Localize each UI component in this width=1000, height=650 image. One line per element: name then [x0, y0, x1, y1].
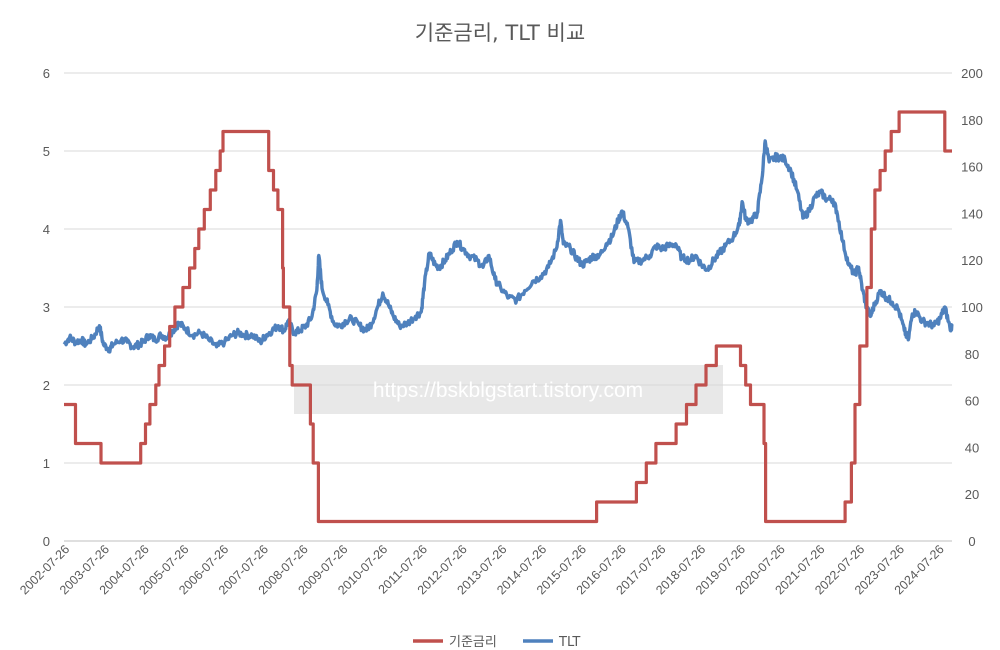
y-left-tick-label: 4	[43, 222, 50, 237]
y-axis-right: 0 20 40 60 80 100 120 140 160 180 200	[961, 66, 983, 549]
y-right-tick-label: 40	[965, 440, 979, 455]
y-right-tick-label: 140	[961, 206, 983, 221]
watermark-box	[294, 365, 723, 414]
series-line	[64, 110, 952, 524]
y-right-tick-label: 180	[961, 113, 983, 128]
watermark-text: https://bskblgstart.tistory.com	[373, 379, 643, 402]
y-right-tick-label: 80	[965, 347, 979, 362]
y-left-tick-label: 5	[43, 144, 50, 159]
series-line	[62, 139, 954, 354]
y-right-tick-label: 160	[961, 160, 983, 175]
y-left-tick-label: 1	[43, 456, 50, 471]
y-left-tick-label: 6	[43, 66, 50, 81]
y-right-tick-label: 100	[961, 300, 983, 315]
y-right-tick-label: 60	[965, 394, 979, 409]
y-right-tick-label: 20	[965, 487, 979, 502]
y-left-tick-label: 2	[43, 378, 50, 393]
legend: 기준금리 TLT	[413, 635, 580, 650]
legend-label: TLT	[558, 635, 580, 650]
legend-label: 기준금리	[449, 635, 497, 650]
y-right-tick-label: 0	[968, 534, 975, 549]
watermark: https://bskblgstart.tistory.com	[294, 365, 723, 414]
y-right-tick-label: 120	[961, 253, 983, 268]
y-left-tick-label: 0	[43, 534, 50, 549]
y-left-tick-label: 3	[43, 300, 50, 315]
chart-title: 기준금리, TLT 비교	[415, 21, 585, 45]
y-right-tick-label: 200	[961, 66, 983, 81]
plot-series	[62, 110, 954, 524]
y-axis-left: 0 1 2 3 4 5 6	[43, 66, 50, 549]
